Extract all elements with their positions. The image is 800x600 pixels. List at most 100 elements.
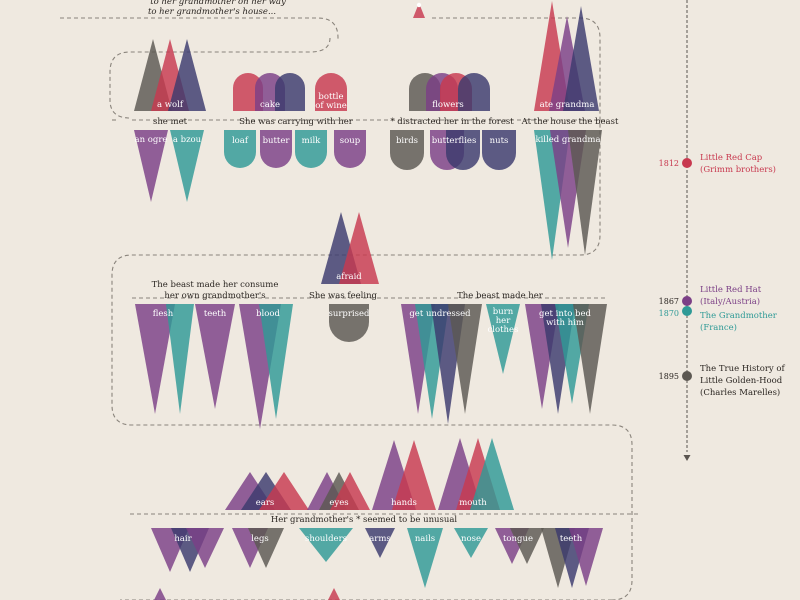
motif-label: bottle xyxy=(318,92,343,102)
intro-line-1: to her grandmother on her way xyxy=(150,0,286,7)
caption-consume-1: The beast made her consume xyxy=(152,280,279,290)
story-path-line xyxy=(109,37,331,119)
down-triangle-mark xyxy=(573,304,607,414)
motif-label: blood xyxy=(256,309,280,319)
caption-met: she met xyxy=(153,117,188,127)
bowl-mark xyxy=(334,130,366,168)
bowl-mark xyxy=(224,130,256,168)
motif-label: eyes xyxy=(329,498,348,508)
timeline-year: 1870 xyxy=(659,309,679,318)
down-triangle-mark xyxy=(166,304,194,414)
motif-label: loaf xyxy=(232,136,249,146)
motif-label: nails xyxy=(415,534,435,544)
motif-label: clothes xyxy=(488,325,519,335)
caption-distracted: * distracted her in the forest xyxy=(390,117,514,127)
motif-label: mouth xyxy=(459,498,487,508)
down-triangle-mark xyxy=(299,528,353,562)
motif-label: arms xyxy=(369,534,391,544)
timeline-dot xyxy=(682,158,692,168)
motif-label: an ogre xyxy=(135,135,168,145)
up-triangle-mark xyxy=(470,438,514,510)
motif-label: tongue xyxy=(503,534,533,544)
down-triangle-mark xyxy=(195,304,235,409)
motif-label: nose xyxy=(461,534,481,544)
bowl-mark xyxy=(260,130,292,168)
down-triangle-mark xyxy=(407,528,443,588)
up-triangle-mark xyxy=(168,39,206,111)
timeline-title: (Italy/Austria) xyxy=(700,296,760,307)
motif-label: ears xyxy=(256,498,275,508)
timeline-year: 1812 xyxy=(659,159,679,168)
caption-unusual: Her grandmother's * seemed to be unusual xyxy=(271,515,458,525)
motif-shapes xyxy=(134,1,607,600)
down-triangle-mark xyxy=(186,528,224,568)
story-path-line xyxy=(111,17,633,600)
down-triangle-mark xyxy=(448,304,482,414)
motif-label: burn xyxy=(493,307,514,317)
motif-label: teeth xyxy=(204,309,227,319)
motif-label: flesh xyxy=(153,309,174,319)
down-triangle-mark xyxy=(170,130,204,202)
bowl-mark xyxy=(446,130,480,170)
dome-mark xyxy=(275,73,305,111)
up-triangle-mark xyxy=(330,472,370,510)
motif-label: a wolf xyxy=(157,100,184,110)
motif-label: with him xyxy=(546,318,584,328)
down-triangle-mark xyxy=(365,528,395,558)
caption-house: At the house the beast xyxy=(521,117,619,127)
motif-label: a bzou xyxy=(173,135,202,145)
motif-label: get undressed xyxy=(409,309,471,319)
dome-mark xyxy=(458,73,490,111)
motif-label: teeth xyxy=(560,534,583,544)
bowl-mark xyxy=(482,130,516,170)
timeline-title: (Grimm brothers) xyxy=(700,164,776,175)
motif-label: soup xyxy=(340,136,361,146)
timeline-title: Little Red Cap xyxy=(700,153,763,163)
motif-label: shoulders xyxy=(305,534,347,544)
motif-label: surprised xyxy=(329,309,371,319)
timeline-title: (Charles Marelles) xyxy=(700,387,780,398)
motif-label: killed grandma xyxy=(535,135,600,145)
motif-label: legs xyxy=(251,534,269,544)
motif-label: cake xyxy=(260,100,280,110)
bowl-mark xyxy=(295,130,327,168)
motif-label: hair xyxy=(174,534,192,544)
dome-mark xyxy=(315,73,347,111)
motif-label: milk xyxy=(302,136,321,146)
bowl-mark xyxy=(390,130,424,170)
motif-label: afraid xyxy=(336,272,362,282)
intro-line-2: to her grandmother's house... xyxy=(148,7,276,17)
bowl-mark xyxy=(329,304,369,342)
up-triangle-mark xyxy=(328,588,340,600)
motif-label: birds xyxy=(396,136,418,146)
motif-label: of wine xyxy=(315,101,346,111)
down-triangle-mark xyxy=(135,304,175,414)
motif-label: her xyxy=(496,316,512,326)
red-hood-marker xyxy=(413,3,425,18)
down-triangle-mark xyxy=(569,528,603,586)
timeline-title: The Grandmother xyxy=(700,311,778,321)
story-path-line xyxy=(60,17,339,40)
motif-label: nuts xyxy=(490,136,509,146)
down-triangle-mark xyxy=(486,304,520,374)
caption-feeling: She was feeling xyxy=(309,291,378,301)
down-triangle-mark xyxy=(510,528,544,564)
timeline-title: (France) xyxy=(700,322,737,333)
motif-label: get into bed xyxy=(539,309,591,319)
timeline-title: Little Golden-Hood xyxy=(700,376,783,386)
caption-carrying: She was carrying with her xyxy=(239,117,354,127)
story-path xyxy=(60,17,640,600)
down-triangle-mark xyxy=(259,304,293,419)
up-triangle-mark xyxy=(339,212,379,284)
down-triangle-mark xyxy=(248,528,284,568)
caption-consume-2: her own grandmother's xyxy=(164,291,265,301)
motif-label: hands xyxy=(391,498,417,508)
down-triangle-mark xyxy=(454,528,488,558)
down-triangle-mark xyxy=(134,130,168,202)
timeline-dot xyxy=(682,296,692,306)
up-triangle-mark xyxy=(259,472,309,510)
timeline-arrow-icon xyxy=(683,455,691,461)
up-triangle-mark xyxy=(392,440,436,510)
